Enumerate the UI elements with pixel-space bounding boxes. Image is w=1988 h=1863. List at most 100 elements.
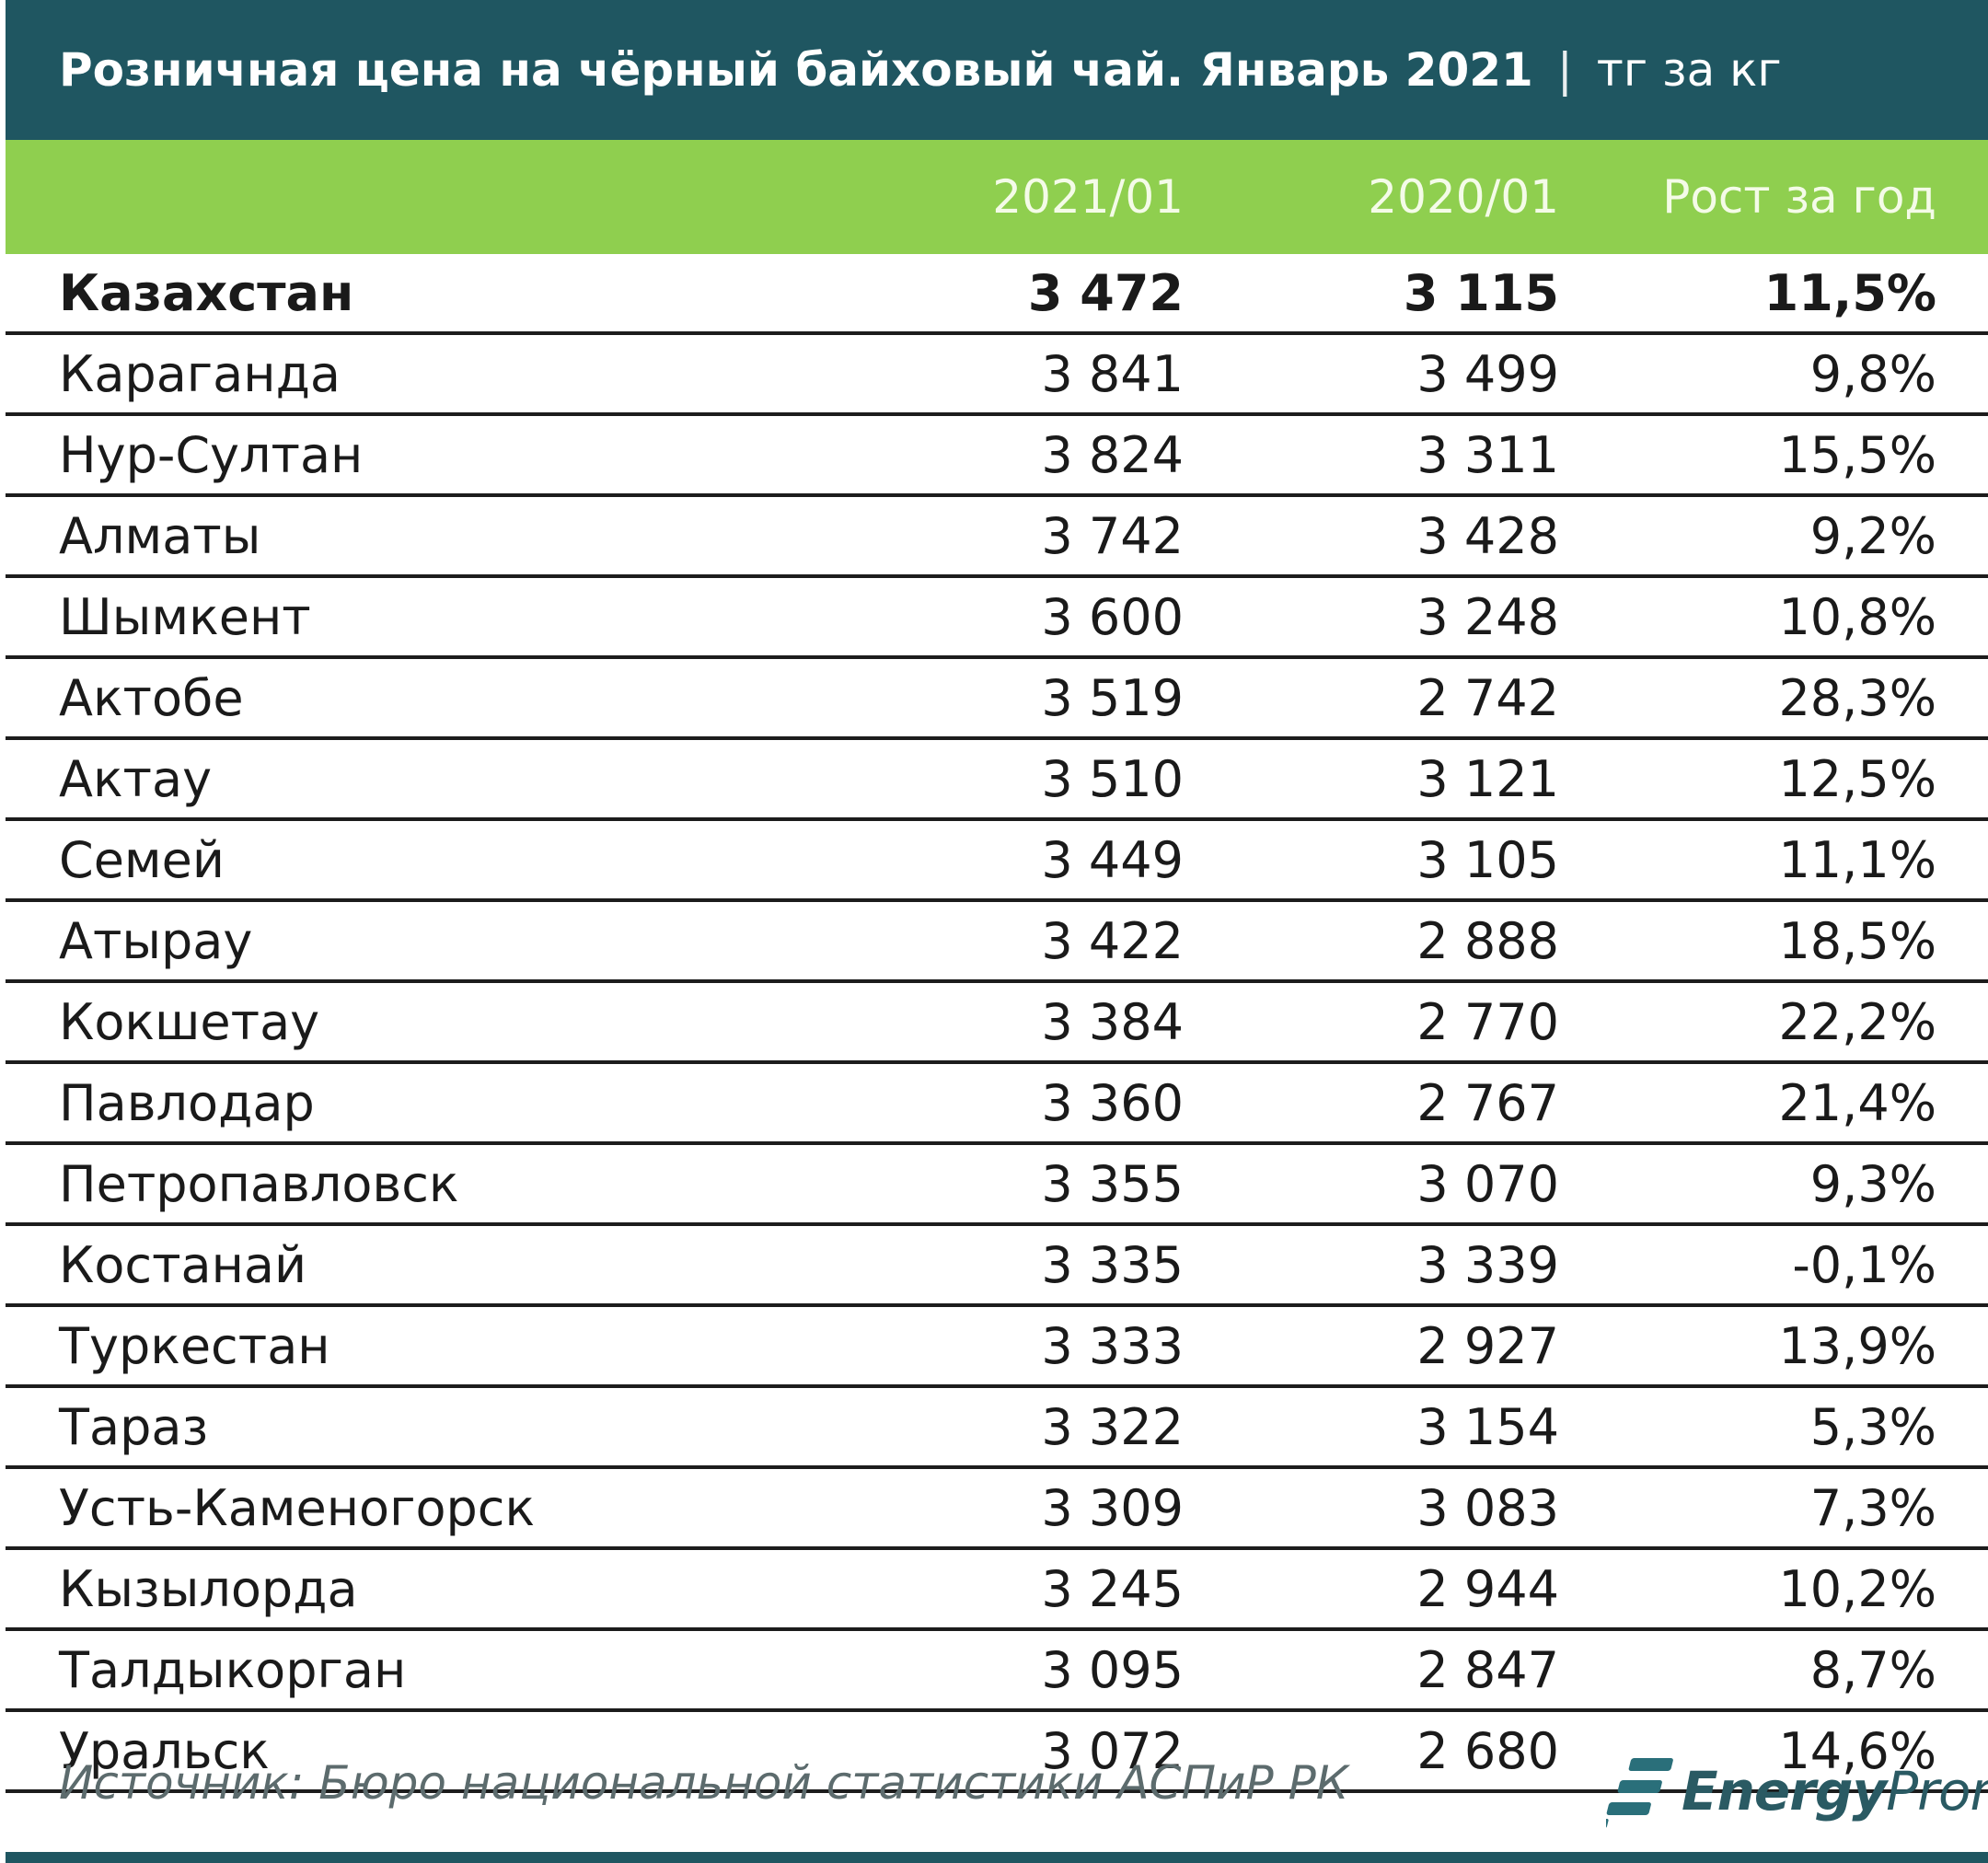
value-2020-cell: 2 680 [1416, 1722, 1559, 1780]
title-separator: | [1556, 43, 1573, 97]
value-2021-cell: 3 384 [1041, 993, 1184, 1051]
value-2020-cell: 3 121 [1416, 750, 1559, 808]
growth-cell: 10,2% [1778, 1560, 1936, 1618]
column-header-2021: 2021/01 [992, 170, 1184, 224]
row-name-cell: Туркестан [59, 1317, 330, 1375]
row-name-cell: Талдыкорган [59, 1641, 407, 1699]
value-2021-cell: 3 449 [1041, 831, 1184, 889]
footer: Источник: Бюро национальной статистики А… [0, 1740, 1988, 1832]
row-name-cell: Нур-Султан [59, 426, 364, 484]
growth-cell: 9,3% [1809, 1155, 1936, 1213]
value-2021-cell: 3 510 [1041, 750, 1184, 808]
value-2020-cell: 3 248 [1416, 588, 1559, 646]
growth-cell: 11,1% [1778, 831, 1936, 889]
value-2020-cell: 2 944 [1416, 1560, 1559, 1618]
row-name-cell: Атырау [59, 912, 253, 970]
value-2020-cell: 3 154 [1416, 1398, 1559, 1456]
bottom-bar [6, 1852, 1988, 1863]
row-name-cell: Усть-Каменогорск [59, 1479, 536, 1537]
value-2021-cell: 3 472 [1027, 264, 1184, 322]
value-2021-cell: 3 824 [1041, 426, 1184, 484]
growth-cell: 15,5% [1778, 426, 1936, 484]
growth-cell: 14,6% [1778, 1722, 1936, 1780]
row-name-cell: Семей [59, 831, 225, 889]
unit-label: тг за кг [1596, 43, 1782, 97]
growth-cell: 7,3% [1809, 1479, 1936, 1537]
value-2021-cell: 3 519 [1041, 669, 1184, 727]
column-header-row: 2021/01 2020/01 Рост за год [6, 140, 1988, 254]
table-row: Алматы 3 742 3 428 9,2% [6, 497, 1988, 578]
growth-cell: 28,3% [1778, 669, 1936, 727]
growth-cell: 21,4% [1778, 1074, 1936, 1132]
value-2021-cell: 3 742 [1041, 507, 1184, 565]
row-name-cell: Шымкент [59, 588, 311, 646]
value-2021-cell: 3 360 [1041, 1074, 1184, 1132]
logo-text-light: Prom [1886, 1760, 1988, 1822]
table-row: Тараз 3 322 3 154 5,3% [6, 1388, 1988, 1469]
value-2021-cell: 3 422 [1041, 912, 1184, 970]
table-row: Нур-Султан 3 824 3 311 15,5% [6, 416, 1988, 497]
row-name-cell: Кокшетау [59, 993, 320, 1051]
table-row: Актобе 3 519 2 742 28,3% [6, 659, 1988, 740]
row-name-cell: Кызылорда [59, 1560, 358, 1618]
logo-text-bold: Energy [1682, 1760, 1887, 1822]
growth-cell: 22,2% [1778, 993, 1936, 1051]
row-name-cell: Уральск [59, 1722, 270, 1780]
value-2020-cell: 2 927 [1416, 1317, 1559, 1375]
value-2020-cell: 3 339 [1416, 1236, 1559, 1294]
value-2020-cell: 3 105 [1416, 831, 1559, 889]
table-row: Кызылорда 3 245 2 944 10,2% [6, 1550, 1988, 1631]
column-header-2020: 2020/01 [1368, 170, 1559, 224]
table-row: Талдыкорган 3 095 2 847 8,7% [6, 1631, 1988, 1712]
table-row: Шымкент 3 600 3 248 10,8% [6, 578, 1988, 659]
title-bar: Розничная цена на чёрный байховый чай. Я… [6, 0, 1988, 140]
value-2021-cell: 3 841 [1041, 345, 1184, 403]
energyprom-logo-icon [1606, 1758, 1673, 1828]
value-2021-cell: 3 095 [1041, 1641, 1184, 1699]
value-2021-cell: 3 245 [1041, 1560, 1184, 1618]
value-2020-cell: 3 115 [1403, 264, 1559, 322]
table-row: Атырау 3 422 2 888 18,5% [6, 902, 1988, 983]
value-2021-cell: 3 335 [1041, 1236, 1184, 1294]
value-2020-cell: 3 070 [1416, 1155, 1559, 1213]
row-name-cell: Казахстан [59, 264, 354, 322]
table-row: Петропавловск 3 355 3 070 9,3% [6, 1145, 1988, 1226]
row-name-cell: Костанай [59, 1236, 307, 1294]
chart-title: Розничная цена на чёрный байховый чай. Я… [59, 43, 1533, 97]
value-2020-cell: 3 083 [1416, 1479, 1559, 1537]
logo-wordmark: EnergyProm [1682, 1760, 1988, 1822]
value-2020-cell: 2 742 [1416, 669, 1559, 727]
growth-cell: 9,2% [1809, 507, 1936, 565]
row-name-cell: Павлодар [59, 1074, 315, 1132]
value-2021-cell: 3 309 [1041, 1479, 1184, 1537]
growth-cell: 13,9% [1778, 1317, 1936, 1375]
column-header-growth: Рост за год [1662, 170, 1936, 224]
growth-cell: 12,5% [1778, 750, 1936, 808]
table-row: Павлодар 3 360 2 767 21,4% [6, 1064, 1988, 1145]
value-2020-cell: 3 428 [1416, 507, 1559, 565]
table-row: Караганда 3 841 3 499 9,8% [6, 335, 1988, 416]
row-name-cell: Алматы [59, 507, 261, 565]
growth-cell: 10,8% [1778, 588, 1936, 646]
value-2021-cell: 3 322 [1041, 1398, 1184, 1456]
table-row: Усть-Каменогорск 3 309 3 083 7,3% [6, 1469, 1988, 1550]
table-row: Уральск 3 072 2 680 14,6% [6, 1712, 1988, 1793]
value-2020-cell: 2 770 [1416, 993, 1559, 1051]
growth-cell: 11,5% [1763, 264, 1936, 322]
row-name-cell: Актобе [59, 669, 244, 727]
value-2020-cell: 3 311 [1416, 426, 1559, 484]
table-row: Костанай 3 335 3 339 -0,1% [6, 1226, 1988, 1307]
table-row: Казахстан 3 472 3 115 11,5% [6, 254, 1988, 335]
row-name-cell: Караганда [59, 345, 341, 403]
growth-cell: 9,8% [1809, 345, 1936, 403]
table-body: Казахстан 3 472 3 115 11,5% Караганда 3 841 3 … [6, 254, 1988, 1793]
table-row: Семей 3 449 3 105 11,1% [6, 821, 1988, 902]
growth-cell: 5,3% [1809, 1398, 1936, 1456]
table-row: Кокшетау 3 384 2 770 22,2% [6, 983, 1988, 1064]
row-name-cell: Актау [59, 750, 213, 808]
source-note: Источник: Бюро национальной статистики А… [59, 1756, 1349, 1810]
value-2020-cell: 2 847 [1416, 1641, 1559, 1699]
growth-cell: 8,7% [1809, 1641, 1936, 1699]
table-row: Актау 3 510 3 121 12,5% [6, 740, 1988, 821]
